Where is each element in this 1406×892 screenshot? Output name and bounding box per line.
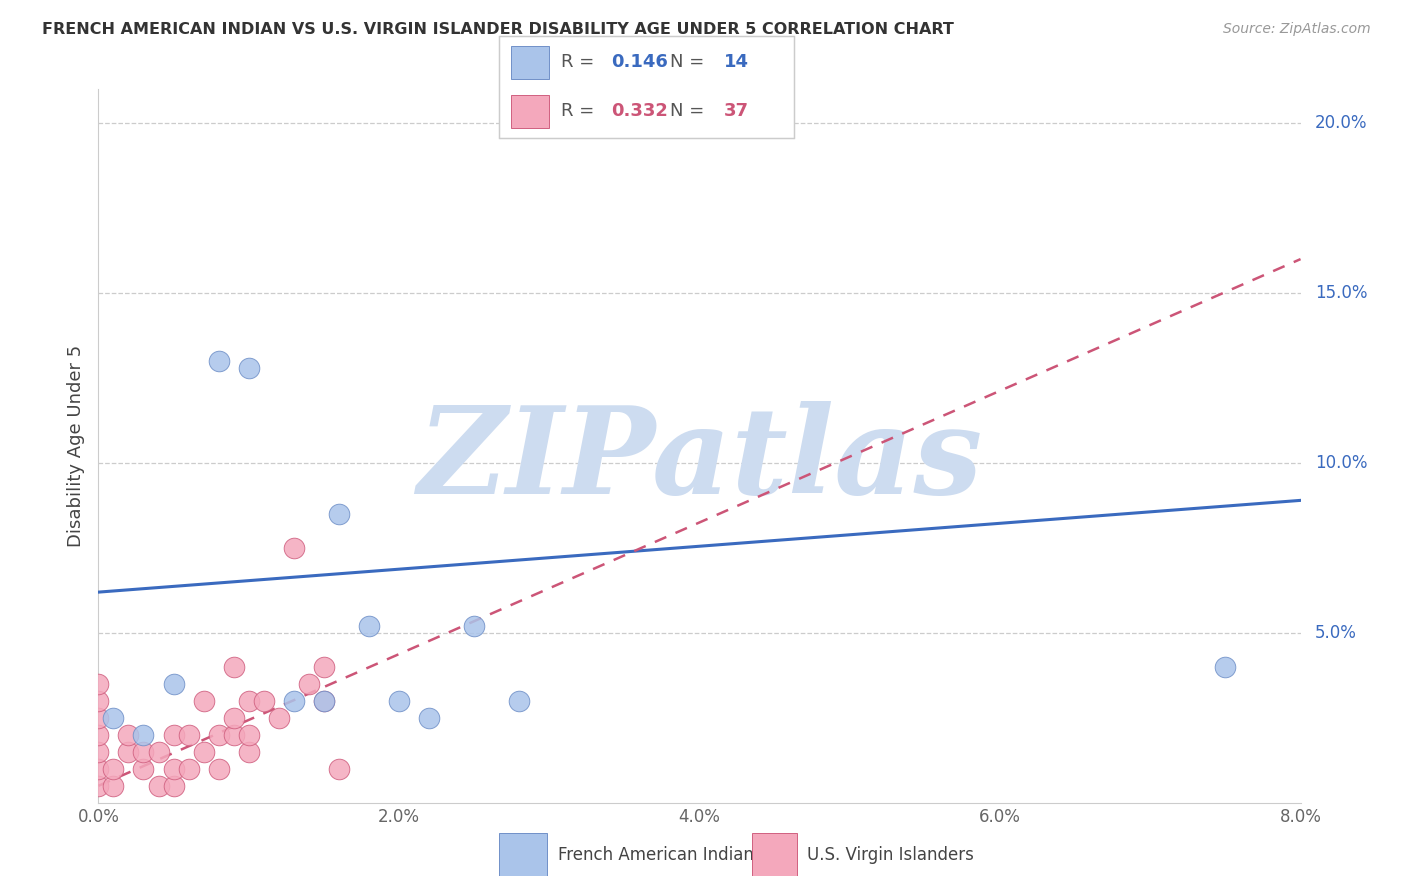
Point bbox=[1215, 660, 1237, 674]
Text: Source: ZipAtlas.com: Source: ZipAtlas.com bbox=[1223, 22, 1371, 37]
Point bbox=[283, 694, 305, 708]
Point bbox=[312, 694, 335, 708]
Text: 37: 37 bbox=[724, 102, 748, 120]
Point bbox=[87, 677, 110, 691]
Point bbox=[87, 711, 110, 725]
Point bbox=[117, 728, 139, 742]
Text: U.S. Virgin Islanders: U.S. Virgin Islanders bbox=[807, 846, 974, 863]
Point bbox=[222, 660, 245, 674]
Point bbox=[238, 360, 260, 375]
Point bbox=[388, 694, 411, 708]
Bar bbox=[510, 95, 550, 128]
Text: ZIPatlas: ZIPatlas bbox=[416, 401, 983, 519]
Point bbox=[238, 745, 260, 759]
Point bbox=[193, 745, 215, 759]
Point bbox=[103, 711, 125, 725]
Point bbox=[117, 745, 139, 759]
Text: French American Indians: French American Indians bbox=[558, 846, 762, 863]
Point bbox=[298, 677, 321, 691]
Text: N =: N = bbox=[671, 102, 710, 120]
Point bbox=[148, 745, 170, 759]
Point bbox=[132, 762, 155, 776]
Point bbox=[148, 779, 170, 793]
Point bbox=[312, 660, 335, 674]
Point bbox=[328, 762, 350, 776]
Text: N =: N = bbox=[671, 53, 710, 70]
Text: 15.0%: 15.0% bbox=[1315, 284, 1368, 302]
Point bbox=[103, 762, 125, 776]
Text: 0.146: 0.146 bbox=[612, 53, 668, 70]
Point bbox=[222, 711, 245, 725]
Text: 14: 14 bbox=[724, 53, 748, 70]
Text: 5.0%: 5.0% bbox=[1315, 624, 1357, 642]
Point bbox=[267, 711, 290, 725]
Text: 20.0%: 20.0% bbox=[1315, 114, 1368, 132]
Y-axis label: Disability Age Under 5: Disability Age Under 5 bbox=[66, 345, 84, 547]
Point bbox=[87, 745, 110, 759]
Point bbox=[283, 541, 305, 555]
Point bbox=[418, 711, 440, 725]
Text: R =: R = bbox=[561, 53, 600, 70]
Point bbox=[162, 728, 184, 742]
Point bbox=[87, 694, 110, 708]
Point bbox=[87, 762, 110, 776]
Point bbox=[87, 728, 110, 742]
Text: FRENCH AMERICAN INDIAN VS U.S. VIRGIN ISLANDER DISABILITY AGE UNDER 5 CORRELATIO: FRENCH AMERICAN INDIAN VS U.S. VIRGIN IS… bbox=[42, 22, 955, 37]
Point bbox=[132, 745, 155, 759]
Bar bbox=[499, 833, 547, 876]
Point bbox=[238, 694, 260, 708]
Point bbox=[328, 507, 350, 521]
Point bbox=[132, 728, 155, 742]
Point bbox=[87, 779, 110, 793]
Point bbox=[103, 779, 125, 793]
Point bbox=[208, 728, 231, 742]
Point bbox=[463, 619, 485, 633]
Bar bbox=[510, 45, 550, 78]
Point bbox=[208, 354, 231, 368]
Point bbox=[357, 619, 380, 633]
Point bbox=[208, 762, 231, 776]
Text: R =: R = bbox=[561, 102, 600, 120]
Text: 0.332: 0.332 bbox=[612, 102, 668, 120]
Point bbox=[253, 694, 276, 708]
Point bbox=[312, 694, 335, 708]
Point bbox=[508, 694, 530, 708]
Point bbox=[162, 762, 184, 776]
Point bbox=[177, 762, 200, 776]
Point bbox=[222, 728, 245, 742]
Point bbox=[177, 728, 200, 742]
Point bbox=[162, 677, 184, 691]
Bar bbox=[752, 833, 797, 876]
Point bbox=[162, 779, 184, 793]
Text: 10.0%: 10.0% bbox=[1315, 454, 1368, 472]
Point bbox=[238, 728, 260, 742]
Point bbox=[193, 694, 215, 708]
